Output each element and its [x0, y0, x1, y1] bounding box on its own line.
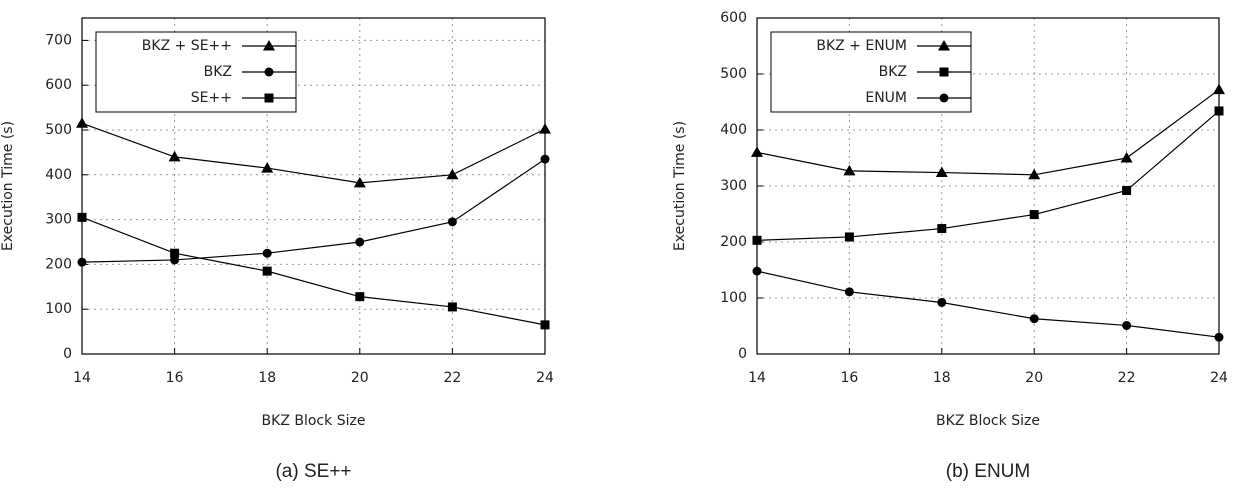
marker [1214, 106, 1224, 116]
marker [262, 248, 272, 258]
y-axis-label: Execution Time (s) [672, 121, 688, 251]
legend-label: ENUM [865, 90, 907, 106]
y-tick-label: 0 [738, 346, 747, 362]
y-tick-label: 100 [720, 290, 747, 306]
series-line [81, 122, 546, 184]
y-tick-label: 500 [45, 122, 72, 138]
marker [76, 117, 88, 128]
marker [447, 302, 457, 312]
marker [937, 297, 947, 307]
y-tick-label: 600 [45, 77, 72, 93]
marker [77, 257, 87, 267]
subplot: 0 100 200 300 400 500 600 700 14 16 18 20 22 24 BKZ Bl… [0, 17, 554, 482]
legend-label: SE++ [191, 90, 232, 106]
marker [1028, 168, 1041, 180]
x-tick-label: 16 [840, 370, 858, 386]
x-tick-label: 18 [933, 370, 951, 386]
legend-marker [263, 40, 275, 51]
legend-label: BKZ + SE++ [142, 38, 232, 54]
legend-label: BKZ [879, 64, 907, 80]
series-line [756, 89, 1220, 176]
marker [751, 146, 763, 157]
caption: (a) SE++ [275, 461, 351, 482]
marker [752, 266, 762, 276]
marker [355, 237, 365, 247]
marker [168, 150, 181, 162]
marker [353, 176, 366, 188]
y-tick-label: 300 [45, 212, 72, 228]
x-axis-label: BKZ Block Size [262, 413, 366, 429]
x-axis-label: BKZ Block Size [936, 413, 1040, 429]
marker [1122, 320, 1132, 330]
y-tick-label: 500 [720, 66, 747, 82]
marker [355, 292, 365, 302]
marker [935, 166, 948, 178]
marker [262, 266, 272, 276]
x-tick-label: 22 [443, 370, 461, 386]
marker [1214, 332, 1224, 342]
x-tick-label: 20 [1025, 370, 1043, 386]
marker [446, 168, 459, 180]
legend-label: BKZ [204, 64, 232, 80]
x-tick-label: 20 [351, 370, 369, 386]
caption: (b) ENUM [946, 461, 1030, 482]
marker [752, 235, 762, 245]
x-tick-label: 14 [748, 370, 766, 386]
x-tick-label: 24 [536, 370, 554, 386]
marker [447, 217, 457, 227]
subplot: 0 100 200 300 400 500 600 14 16 18 20 22 24 BKZ Block… [672, 10, 1228, 482]
y-tick-label: 100 [45, 301, 72, 317]
marker [540, 154, 550, 164]
legend-marker [264, 67, 274, 77]
marker [1029, 210, 1039, 220]
legend-marker [938, 40, 950, 51]
plot-frame [756, 17, 1220, 355]
marker [844, 232, 854, 242]
marker [937, 224, 947, 234]
y-tick-label: 0 [63, 346, 72, 362]
marker [1213, 83, 1225, 95]
x-tick-label: 22 [1118, 370, 1136, 386]
x-tick-label: 24 [1210, 370, 1228, 386]
plot-frame [81, 17, 546, 355]
marker [540, 320, 550, 330]
y-tick-label: 700 [45, 32, 72, 48]
marker [170, 248, 180, 258]
y-tick-label: 400 [720, 122, 747, 138]
marker [844, 287, 854, 297]
series-line [756, 270, 1220, 338]
y-tick-label: 200 [720, 234, 747, 250]
y-axis-label: Execution Time (s) [0, 121, 16, 251]
marker [539, 123, 551, 134]
series-line [81, 216, 546, 326]
x-tick-label: 14 [73, 370, 91, 386]
marker [77, 212, 87, 222]
marker [261, 162, 274, 173]
legend-label: BKZ + ENUM [816, 38, 907, 54]
marker [1122, 185, 1132, 195]
legend-marker [264, 93, 274, 103]
marker [1120, 152, 1133, 163]
x-tick-label: 16 [166, 370, 184, 386]
series-line [756, 110, 1220, 241]
marker [843, 164, 856, 176]
marker [1029, 314, 1039, 324]
y-tick-label: 300 [720, 178, 747, 194]
series-line [81, 158, 546, 263]
y-tick-label: 200 [45, 256, 72, 272]
legend-marker [939, 93, 949, 103]
legend-marker [939, 67, 949, 77]
y-tick-label: 400 [45, 167, 72, 183]
x-tick-label: 18 [258, 370, 276, 386]
y-tick-label: 600 [720, 10, 747, 26]
